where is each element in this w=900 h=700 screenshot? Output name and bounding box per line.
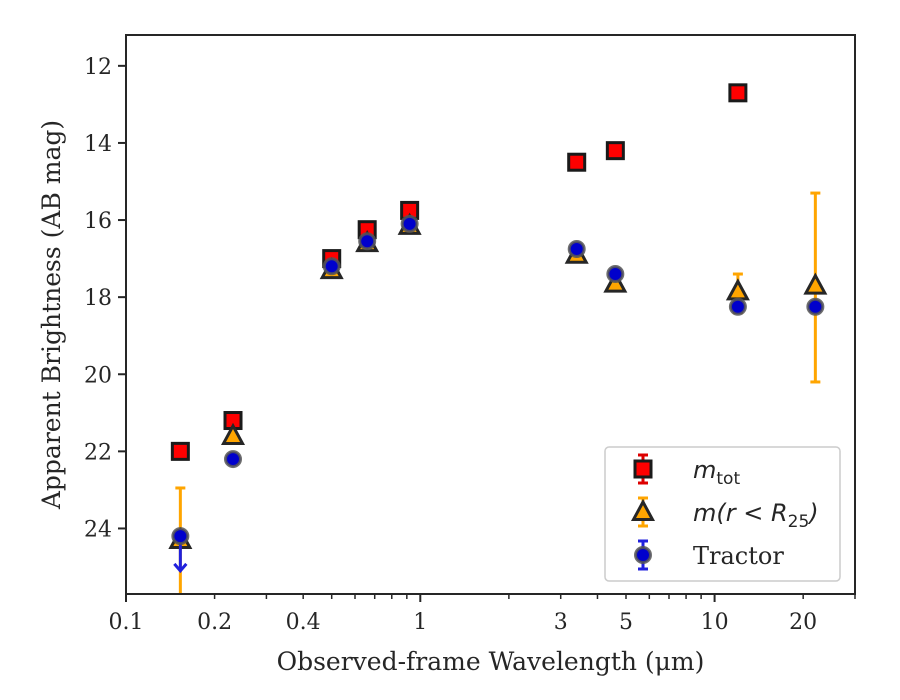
x-tick-label: 0.1 [109, 610, 144, 635]
point-mr25 [803, 272, 828, 295]
point-mtot [170, 441, 190, 461]
point-tractor [358, 232, 377, 251]
legend-box [604, 446, 841, 582]
series-tractor [171, 214, 825, 574]
x-tick-label: 3 [554, 610, 568, 635]
legend-label-sub: 25 [788, 512, 810, 532]
x-axis: 0.1 0.2 0.4 1 3 5 10 20 [109, 594, 856, 635]
y-axis-label: Apparent Brightness (AB mag) [37, 120, 66, 510]
legend-label-sub: tot [716, 469, 740, 489]
point-mtot [605, 141, 625, 161]
point-mtot [728, 83, 748, 103]
legend-marker-tractor [634, 546, 652, 564]
x-tick-label: 10 [701, 610, 729, 635]
upper-limit-arrow [173, 562, 188, 574]
y-tick-label: 12 [84, 55, 112, 80]
point-tractor [171, 527, 190, 546]
legend-marker-mr25 [630, 498, 656, 521]
plot-area [168, 83, 828, 594]
legend-label-main: m [693, 456, 716, 484]
x-tick-label: 0.4 [286, 610, 321, 635]
legend-label-end: ) [807, 499, 818, 527]
legend-label-main: m(r < R [693, 499, 788, 527]
point-mtot [567, 152, 587, 172]
point-tractor [806, 297, 825, 316]
point-tractor [400, 214, 419, 233]
x-tick-label: 0.2 [197, 610, 232, 635]
y-tick-label: 14 [84, 132, 112, 157]
y-tick-label: 18 [84, 286, 112, 311]
y-tick-label: 16 [84, 209, 112, 234]
point-mr25 [220, 422, 246, 445]
point-tractor [728, 297, 747, 316]
x-tick-label: 5 [619, 610, 633, 635]
y-axis: 12 14 16 18 20 22 24 [84, 55, 126, 542]
y-tick-label: 20 [84, 363, 112, 388]
x-tick-label: 20 [789, 610, 817, 635]
legend-label-tractor: Tractor [693, 542, 784, 570]
plot-frame [125, 34, 856, 595]
y-tick-label: 24 [84, 517, 112, 542]
y-tick-label: 22 [84, 440, 112, 465]
legend-label-mr25: m(r < R25) [693, 499, 819, 532]
legend: mtot m(r < R25) Tractor [604, 446, 841, 582]
point-mr25 [725, 278, 750, 301]
legend-marker-mtot [633, 459, 653, 479]
legend-label-mtot: mtot [693, 456, 740, 489]
point-tractor [606, 265, 625, 284]
series-mtot [170, 83, 748, 461]
x-tick-label: 1 [413, 610, 427, 635]
point-tractor [224, 450, 243, 469]
point-tractor [567, 239, 586, 258]
point-tractor [322, 257, 341, 276]
x-axis-label: Observed-frame Wavelength (μm) [277, 647, 705, 676]
